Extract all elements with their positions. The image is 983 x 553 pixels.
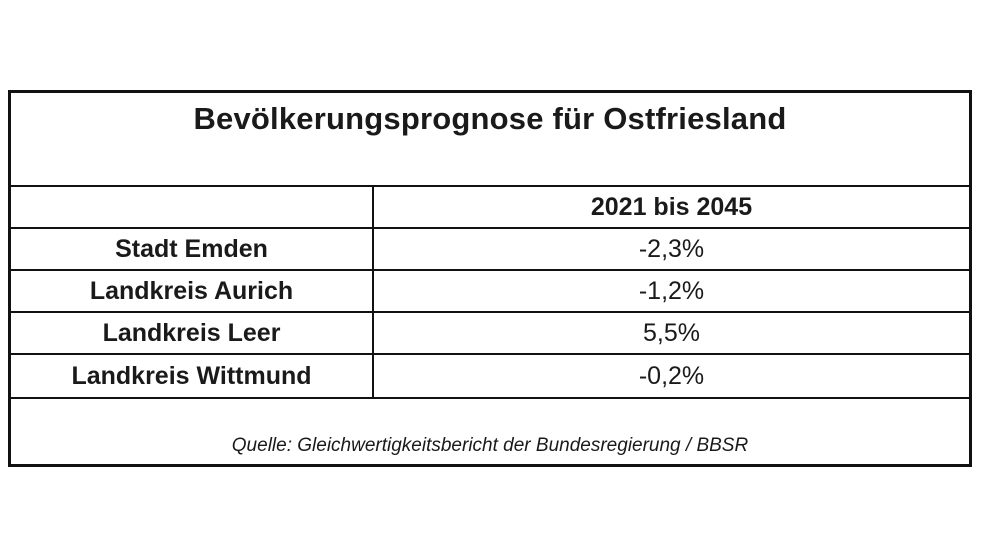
row-value: -0,2% bbox=[638, 361, 705, 390]
row-label: Landkreis Wittmund bbox=[11, 355, 374, 397]
row-label: Stadt Emden bbox=[11, 229, 374, 269]
table-row: Landkreis Leer 5,5% bbox=[11, 313, 969, 355]
row-label: Landkreis Aurich bbox=[11, 271, 374, 311]
row-value: -2,3% bbox=[638, 234, 705, 263]
header-empty-cell bbox=[11, 187, 374, 227]
source-note: Quelle: Gleichwertigkeitsbericht der Bun… bbox=[231, 435, 749, 456]
table-row: Landkreis Aurich -1,2% bbox=[11, 271, 969, 313]
table-title: Bevölkerungsprognose für Ostfriesland bbox=[193, 101, 787, 136]
table-row: Stadt Emden -2,3% bbox=[11, 229, 969, 271]
population-forecast-table: Bevölkerungsprognose für Ostfriesland 20… bbox=[8, 90, 972, 467]
row-label: Landkreis Leer bbox=[11, 313, 374, 353]
column-header-period: 2021 bis 2045 bbox=[590, 192, 753, 221]
row-value: 5,5% bbox=[643, 318, 700, 347]
table-title-row: Bevölkerungsprognose für Ostfriesland bbox=[11, 93, 969, 187]
row-value: -1,2% bbox=[638, 276, 705, 305]
table-header-row: 2021 bis 2045 bbox=[11, 187, 969, 229]
table-row: Landkreis Wittmund -0,2% bbox=[11, 355, 969, 399]
